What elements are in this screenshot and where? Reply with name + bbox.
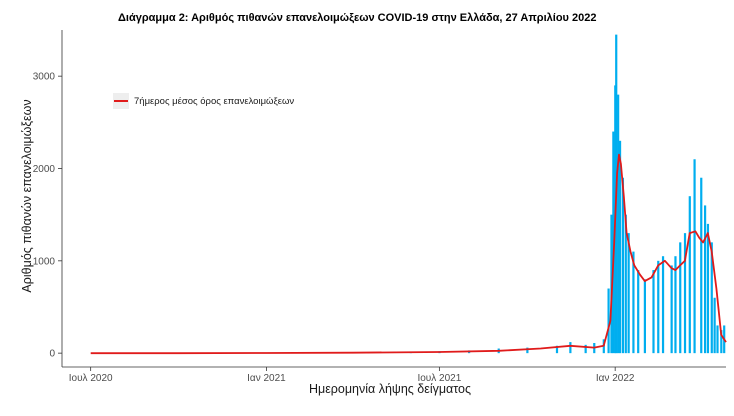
bar-series <box>409 34 726 354</box>
bar <box>621 177 625 354</box>
bar <box>607 288 610 354</box>
bar <box>688 196 691 354</box>
bar <box>627 233 630 354</box>
x-ticks: Ιουλ 2020 Ιαν 2021 Ιουλ 2021 Ιαν 2022 <box>69 367 635 384</box>
bar <box>706 223 710 354</box>
bar <box>657 260 660 354</box>
y-ticks: 0 1000 2000 3000 <box>33 72 62 360</box>
bar <box>637 270 640 354</box>
y-axis-title: Αριθμός πιθανών επανελοιμώξεων <box>20 99 34 292</box>
bar <box>652 270 655 354</box>
bar <box>703 205 707 354</box>
bar <box>693 159 696 354</box>
bar <box>716 325 719 354</box>
bar <box>584 344 587 354</box>
bar <box>555 345 559 354</box>
bar <box>624 214 627 354</box>
bar <box>674 256 677 354</box>
bar <box>526 347 529 354</box>
bar <box>617 94 620 354</box>
bar <box>710 242 713 354</box>
x-axis-title: Ημερομηνία λήψης δείγματος <box>309 382 471 396</box>
bar <box>618 140 622 354</box>
legend-entry-moving-average: 7ήμερος μέσος όρος επανελοιμώξεων <box>134 96 294 107</box>
bar <box>713 297 716 354</box>
bar <box>569 342 572 354</box>
line-series <box>90 153 727 355</box>
y-tick-label: 2000 <box>33 164 56 175</box>
bar <box>700 177 703 354</box>
y-tick-label: 0 <box>49 349 55 360</box>
y-tick-label: 1000 <box>33 256 56 267</box>
bar <box>683 233 687 354</box>
bar <box>632 251 635 354</box>
bar <box>679 242 682 354</box>
chart-title: Διάγραμμα 2: Αριθμός πιθανών επανελοιμώξ… <box>118 12 596 24</box>
legend: 7ήμερος μέσος όρος επανελοιμώξεων <box>113 93 294 109</box>
x-tick-label: Ιουλ 2020 <box>69 373 113 384</box>
bar <box>661 256 665 354</box>
bar <box>720 330 723 354</box>
x-tick-label: Ιαν 2021 <box>247 373 286 384</box>
x-tick-label: Ιουλ 2021 <box>417 373 461 384</box>
x-tick-label: Ιαν 2022 <box>596 373 635 384</box>
moving-average-line <box>90 153 727 355</box>
bar <box>670 265 673 354</box>
bar <box>643 279 646 354</box>
y-tick-label: 3000 <box>33 72 56 83</box>
